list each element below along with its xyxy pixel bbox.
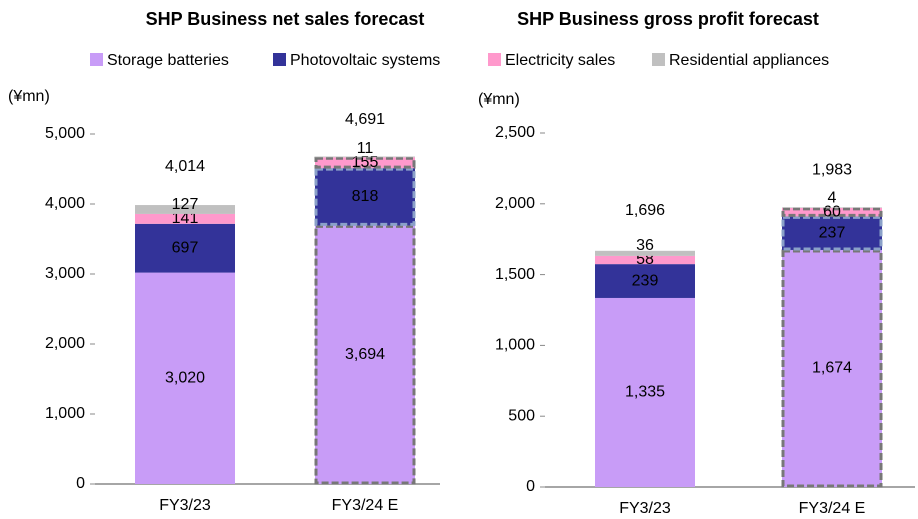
bar-segment — [595, 264, 695, 298]
highlight-outline — [314, 167, 416, 226]
highlight-outline — [781, 215, 883, 251]
data-label: 818 — [352, 188, 379, 205]
bar-segment — [782, 216, 882, 250]
y-tick-label: 4,000 — [45, 195, 85, 212]
bar-segment — [135, 205, 235, 214]
data-label: 239 — [632, 272, 659, 289]
legend-swatch — [652, 53, 665, 66]
x-tick-label: FY3/23 — [159, 497, 211, 514]
y-tick-label: 2,000 — [495, 195, 535, 212]
data-label: 11 — [357, 140, 374, 157]
y-tick-label: 1,000 — [45, 405, 85, 422]
bar-segment — [315, 156, 415, 158]
bar-segment — [595, 255, 695, 265]
data-label: 4 — [828, 189, 837, 206]
data-label: 3,694 — [345, 346, 385, 363]
data-label: 36 — [636, 237, 654, 254]
y-tick-label: 2,500 — [495, 124, 535, 141]
y-tick-label: 1,000 — [495, 337, 535, 354]
bar-segment — [315, 157, 415, 169]
legend-swatch — [488, 53, 501, 66]
bar-segment — [135, 272, 235, 484]
y-tick-label: 500 — [508, 407, 535, 424]
chart-title: SHP Business gross profit forecast — [517, 9, 819, 29]
data-label: 1,674 — [812, 360, 852, 377]
y-tick-label: 2,000 — [45, 335, 85, 352]
data-label: 697 — [172, 239, 199, 256]
bar-segment — [782, 207, 882, 217]
legend-swatch — [90, 53, 103, 66]
data-label: 141 — [172, 210, 199, 227]
bar-segment — [595, 297, 695, 487]
y-tick-label: 3,000 — [45, 265, 85, 282]
total-label: 1,983 — [812, 161, 852, 178]
data-label: 237 — [819, 224, 846, 241]
legend-label: Photovoltaic systems — [290, 52, 440, 69]
total-label: 1,696 — [625, 202, 665, 219]
bar-segment — [135, 223, 235, 273]
bar-segment — [782, 207, 882, 208]
y-axis-label: (¥mn) — [8, 88, 50, 105]
total-label: 4,014 — [165, 158, 205, 175]
y-tick-label: 0 — [76, 475, 85, 492]
x-tick-label: FY3/24 E — [799, 500, 866, 517]
data-label: 3,020 — [165, 370, 205, 387]
highlight-outline — [314, 224, 416, 485]
y-tick-label: 0 — [526, 478, 535, 495]
highlight-outline — [314, 156, 416, 169]
bar-segment — [782, 249, 882, 487]
y-axis-label: (¥mn) — [478, 91, 520, 108]
y-tick-label: 5,000 — [45, 125, 85, 142]
legend-label: Storage batteries — [107, 52, 229, 69]
bar-segment — [135, 213, 235, 224]
legend-label: Residential appliances — [669, 52, 829, 69]
bar-segment — [315, 168, 415, 226]
bar-segment — [595, 250, 695, 256]
legend-label: Electricity sales — [505, 52, 615, 69]
data-label: 127 — [172, 196, 199, 213]
total-label: 4,691 — [345, 111, 385, 128]
bar-segment — [315, 225, 415, 485]
data-label: 155 — [352, 154, 379, 171]
x-tick-label: FY3/24 E — [332, 497, 399, 514]
x-tick-label: FY3/23 — [619, 500, 671, 517]
y-tick-label: 1,500 — [495, 266, 535, 283]
highlight-outline — [781, 207, 883, 217]
data-label: 1,335 — [625, 384, 665, 401]
highlight-outline — [781, 249, 883, 488]
chart-title: SHP Business net sales forecast — [146, 9, 425, 29]
legend-swatch — [273, 53, 286, 66]
